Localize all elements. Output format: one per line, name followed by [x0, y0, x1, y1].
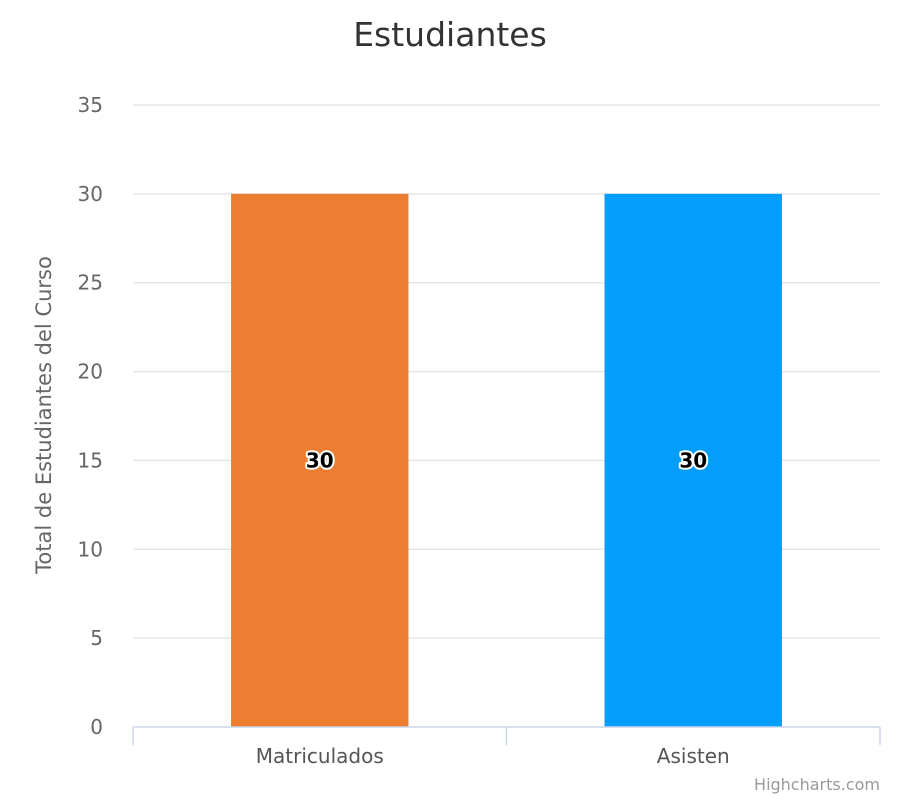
y-tick-label: 15	[78, 448, 103, 472]
x-category-label: Asisten	[657, 744, 730, 768]
y-tick-label: 35	[78, 93, 103, 117]
data-label: 30	[679, 448, 707, 472]
bar-matriculados[interactable]	[231, 193, 409, 727]
y-tick-label: 0	[90, 715, 103, 739]
y-tick-label: 30	[78, 182, 103, 206]
y-tick-label: 25	[78, 271, 103, 295]
credits-link[interactable]: Highcharts.com	[754, 775, 880, 794]
y-tick-label: 20	[78, 360, 103, 384]
y-tick-label: 5	[90, 626, 103, 650]
y-axis-tick-labels: 0 5 10 15 20 25 30 35	[78, 93, 103, 739]
x-category-label: Matriculados	[256, 744, 384, 768]
data-labels: 30 30	[304, 446, 709, 474]
x-axis: Matriculados Asisten	[132, 726, 881, 768]
y-axis-title: Total de Estudiantes del Curso	[32, 256, 56, 575]
bars	[231, 193, 782, 727]
y-tick-label: 10	[78, 537, 103, 561]
chart-title: Estudiantes	[353, 15, 547, 54]
bar-asisten[interactable]	[604, 193, 782, 727]
data-label: 30	[306, 448, 334, 472]
